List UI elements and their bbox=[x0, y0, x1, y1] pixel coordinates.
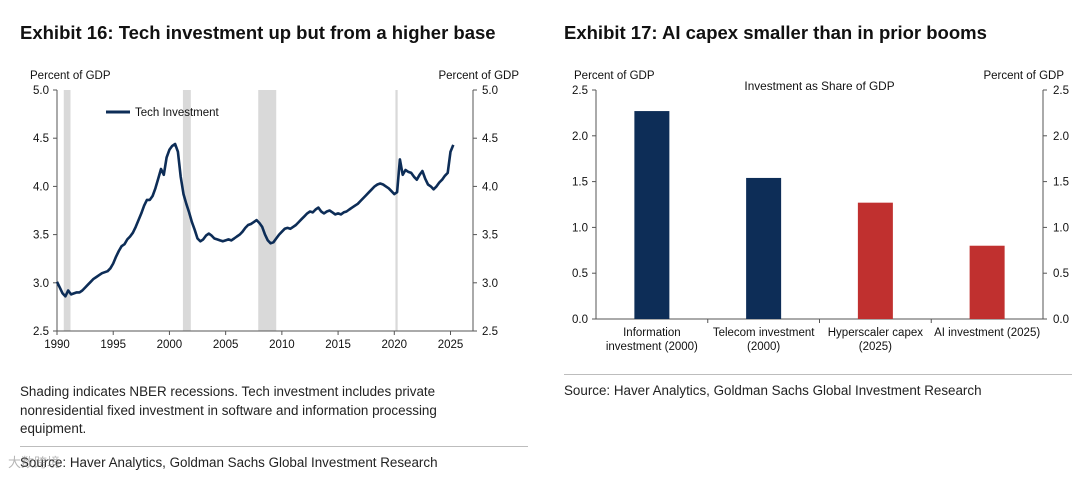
y-tick-label-right: 5.0 bbox=[482, 85, 498, 97]
investment-share-bar-chart: Percent of GDP Percent of GDP Investment a… bbox=[572, 70, 1069, 353]
x-tick-label: 2010 bbox=[269, 339, 295, 351]
y-tick-label-right: 4.5 bbox=[482, 133, 498, 145]
exhibit-16-title: Exhibit 16: Tech investment up but from … bbox=[20, 22, 496, 43]
bar-chart-title: Investment as Share of GDP bbox=[744, 79, 894, 93]
y-tick-label-left: 1.5 bbox=[572, 177, 588, 189]
x-tick-label: 2000 bbox=[157, 339, 183, 351]
y-tick-label-left: 0.0 bbox=[572, 314, 588, 326]
watermark-logo: 大数跨境 bbox=[8, 455, 61, 470]
exhibit-17-title: Exhibit 17: AI capex smaller than in pri… bbox=[564, 22, 987, 43]
y-tick-label-right: 2.5 bbox=[1053, 85, 1069, 97]
x-category-label: investment (2000) bbox=[606, 341, 698, 353]
x-tick-label: 1990 bbox=[44, 339, 70, 351]
y-tick-label-right: 2.5 bbox=[482, 326, 498, 338]
recession-shading bbox=[395, 90, 398, 331]
recession-shading bbox=[258, 90, 277, 331]
y-tick-label-left: 5.0 bbox=[33, 85, 49, 97]
y-axis-label-right: Percent of GDP bbox=[438, 70, 519, 82]
y-tick-label-left: 4.0 bbox=[33, 181, 49, 193]
y-tick-label-right: 3.5 bbox=[482, 230, 498, 242]
y-tick-label-left: 2.0 bbox=[572, 131, 588, 143]
y-tick-label-right: 1.5 bbox=[1053, 177, 1069, 189]
y-tick-label-right: 0.5 bbox=[1053, 268, 1069, 280]
x-tick-label: 1995 bbox=[100, 339, 126, 351]
exhibit-16-panel: Exhibit 16: Tech investment up but from … bbox=[20, 22, 528, 470]
x-category-label: (2000) bbox=[747, 341, 780, 353]
tech-investment-series-line bbox=[55, 142, 455, 298]
exhibit-16-source-divider bbox=[20, 446, 528, 447]
x-category-label: (2025) bbox=[859, 341, 892, 353]
y-tick-label-right: 3.0 bbox=[482, 278, 498, 290]
y-axis-label-left: Percent of GDP bbox=[30, 70, 111, 82]
y-axis-label-right: Percent of GDP bbox=[983, 70, 1064, 82]
y-tick-label-left: 2.5 bbox=[572, 85, 588, 97]
bar bbox=[746, 177, 782, 319]
y-tick-label-left: 3.0 bbox=[33, 278, 49, 290]
exhibit-17-panel: Exhibit 17: AI capex smaller than in pri… bbox=[540, 0, 1080, 480]
y-axis-label-left: Percent of GDP bbox=[574, 70, 655, 82]
y-tick-label-right: 0.0 bbox=[1053, 314, 1069, 326]
x-category-label: AI investment (2025) bbox=[934, 327, 1040, 339]
bar bbox=[857, 202, 893, 319]
x-tick-label: 2025 bbox=[438, 339, 464, 351]
x-tick-label: 2015 bbox=[325, 339, 351, 351]
y-tick-label-left: 1.0 bbox=[572, 222, 588, 234]
bar bbox=[969, 245, 1005, 319]
x-category-label: Telecom investment bbox=[713, 327, 815, 339]
x-category-label: Information bbox=[623, 327, 681, 339]
exhibit-17-source-divider bbox=[564, 374, 1072, 375]
bar bbox=[634, 111, 670, 320]
exhibit-16-source: Source: Haver Analytics, Goldman Sachs G… bbox=[20, 455, 438, 470]
x-tick-label: 2020 bbox=[382, 339, 408, 351]
y-tick-label-left: 3.5 bbox=[33, 230, 49, 242]
exhibit-16-note: Shading indicates NBER recessions. Tech … bbox=[20, 384, 437, 436]
legend-label-tech-investment: Tech Investment bbox=[135, 107, 220, 119]
recession-shading bbox=[63, 90, 71, 331]
exhibit-17-source: Source: Haver Analytics, Goldman Sachs G… bbox=[564, 383, 982, 398]
y-tick-label-right: 1.0 bbox=[1053, 222, 1069, 234]
y-tick-label-right: 4.0 bbox=[482, 181, 498, 193]
y-tick-label-left: 2.5 bbox=[33, 326, 49, 338]
recession-shading bbox=[182, 90, 191, 331]
y-tick-label-left: 4.5 bbox=[33, 133, 49, 145]
y-tick-label-right: 2.0 bbox=[1053, 131, 1069, 143]
y-tick-label-left: 0.5 bbox=[572, 268, 588, 280]
tech-investment-line-chart: Percent of GDP Percent of GDP 2.5 2.5 3.0 3.0… bbox=[30, 70, 519, 351]
x-tick-label: 2005 bbox=[213, 339, 239, 351]
x-category-label: Hyperscaler capex bbox=[828, 327, 923, 339]
